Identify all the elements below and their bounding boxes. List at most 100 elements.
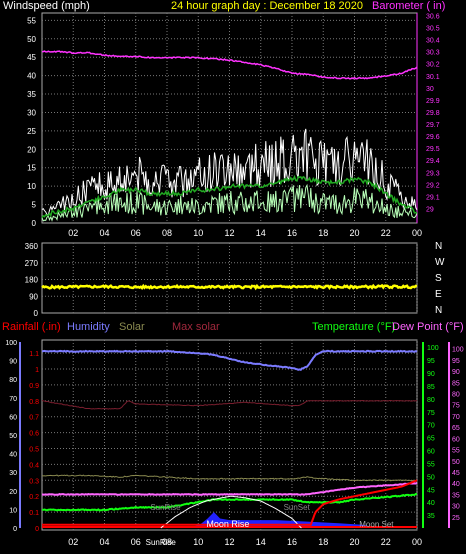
wind-average-line — [41, 183, 418, 222]
temperature-y-tick-label: 90 — [427, 371, 435, 378]
compass-letter: E — [435, 289, 442, 300]
sun-elevation-line — [160, 495, 302, 529]
direction-y-tick-label: 360 — [25, 242, 39, 251]
baro-y-tick-label: 30.1 — [426, 74, 440, 81]
dew-point-y-tick-label: 95 — [452, 358, 460, 365]
dew-point-y-tick-label: 100 — [452, 347, 464, 354]
rain-y-tick-label: 0.4 — [29, 462, 39, 469]
temp-humidity-chart: 0 0.1 0.2 0.3 0.4 0.5 0.6 0.7 0.8 0.9 1 1.1 0 10 20 30 4… — [5, 339, 464, 547]
baro-y-tick-label: 29.3 — [426, 170, 440, 177]
temperature-y-tick-label: 75 — [427, 410, 435, 417]
baro-y-tick-label: 29.2 — [426, 182, 440, 189]
dew-point-y-tick-label: 55 — [452, 448, 460, 455]
rainfall-line — [42, 479, 418, 526]
baro-y-tick-label: 30.5 — [426, 25, 440, 32]
wind-y-tick-label: 10 — [27, 182, 36, 191]
temp-x-tick-labels: 02 04 06 08 10 12 14 16 18 20 22 00 — [68, 537, 422, 547]
direction-y-tick-label: 90 — [29, 292, 38, 301]
wind-y-tick-label: 25 — [27, 127, 36, 136]
temperature-y-tick-label: 60 — [427, 449, 435, 456]
baro-y-tick-label: 29.7 — [426, 122, 440, 129]
wind-y-tick-label: 50 — [27, 35, 36, 44]
wind-y-tick-label: 20 — [27, 145, 36, 154]
baro-y-tick-label: 29.9 — [426, 98, 440, 105]
temperature-y-tick-label: 40 — [427, 500, 435, 507]
humidity-y-tick-label: 70 — [9, 396, 17, 403]
baro-y-tick-label: 30.2 — [426, 62, 440, 69]
temp-x-tick-label: 06 — [131, 537, 141, 547]
wind-y-tick-label: 15 — [27, 164, 36, 173]
direction-y-tick-label: 180 — [25, 276, 39, 285]
temp-x-tick-label: 12 — [224, 537, 234, 547]
wind-gust-line — [41, 128, 418, 216]
temperature-line — [41, 492, 418, 512]
barometer-line — [41, 50, 418, 80]
dew-point-y-tick-label: 80 — [452, 392, 460, 399]
rain-y-tick-label: 0.5 — [29, 447, 39, 454]
baro-y-tick-label: 30.4 — [426, 38, 440, 45]
barometer-label: Barometer ( in) — [372, 0, 445, 12]
baro-y-tick-label: 29.4 — [426, 158, 440, 165]
rain-y-tick-label: 0.6 — [29, 431, 39, 438]
humidity-y-tick-label: 60 — [9, 414, 17, 421]
temp-chart-frame — [41, 339, 418, 531]
baro-y-tick-label: 29.1 — [426, 194, 440, 201]
dew-point-y-tick-label: 40 — [452, 481, 460, 488]
dew-point-y-tick-label: 35 — [452, 492, 460, 499]
wind-x-tick-label: 02 — [68, 228, 78, 238]
dew-point-y-tick-label: 30 — [452, 504, 460, 511]
humidity-y-tick-label: 80 — [9, 377, 17, 384]
wind-x-tick-labels: 02 04 06 08 10 12 14 16 18 20 22 00 — [68, 228, 422, 238]
rain-y-tick-label: 0.8 — [29, 399, 39, 406]
humidity-y-tick-label: 40 — [9, 452, 17, 459]
wind-x-tick-label: 22 — [381, 228, 391, 238]
humidity-y-tick-label: 100 — [5, 340, 17, 347]
temperature-y-tick-label: 50 — [427, 474, 435, 481]
baro-y-tick-label: 29.6 — [426, 134, 440, 141]
baro-y-tick-label: 30.6 — [426, 13, 440, 20]
rain-y-tick-label: 0.1 — [29, 510, 39, 517]
wind-baro-chart: 02 04 06 08 10 12 14 16 18 20 22 00 0 5 10 15 20 25 30 35 4… — [27, 12, 440, 238]
sunrise-marker-lower: SunRise — [146, 538, 177, 547]
rain-y-tick-label: 1.1 — [29, 351, 39, 358]
wind-x-tick-label: 08 — [162, 228, 172, 238]
temperature-y-tick-label: 100 — [427, 345, 439, 352]
dew-point-y-tick-label: 85 — [452, 380, 460, 387]
temp-chart-axes: 0 0.1 0.2 0.3 0.4 0.5 0.6 0.7 0.8 0.9 1 1.1 0 10 20 30 4… — [5, 340, 463, 533]
moonrise-marker: Moon Rise — [206, 519, 249, 529]
temperature-y-tick-label: 35 — [427, 513, 435, 520]
solar-label: Solar — [119, 321, 145, 333]
max-solar-line — [41, 399, 417, 410]
wind-x-tick-label: 16 — [287, 228, 297, 238]
direction-series — [41, 283, 418, 291]
temperature-y-tick-label: 45 — [427, 487, 435, 494]
temperature-y-tick-label: 95 — [427, 358, 435, 365]
rain-y-tick-label: 0.2 — [29, 494, 39, 501]
dew-point-line — [41, 482, 418, 496]
wind-baro-series — [41, 50, 418, 222]
dew-point-y-tick-label: 50 — [452, 459, 460, 466]
wind-chart-grid — [42, 13, 418, 223]
wind-y-tick-label: 5 — [32, 201, 37, 210]
temperature-y-tick-label: 80 — [427, 397, 435, 404]
humidity-y-tick-label: 10 — [9, 507, 17, 514]
temp-chart-series — [41, 349, 418, 529]
wind-y-tick-label: 30 — [27, 108, 36, 117]
wind-y-tick-label: 0 — [32, 219, 37, 228]
direction-chart-frame — [41, 242, 418, 314]
humidity-label: Humidity — [67, 321, 110, 333]
dew-point-y-tick-label: 70 — [452, 414, 460, 421]
dew-point-y-tick-label: 90 — [452, 369, 460, 376]
wind-x-tick-label: 12 — [224, 228, 234, 238]
dew-point-y-tick-label: 75 — [452, 403, 460, 410]
compass-letter: W — [435, 257, 445, 268]
dew-point-label: Dew Point (°F) — [392, 321, 464, 333]
temp-x-tick-label: 16 — [287, 537, 297, 547]
wind-x-tick-label: 20 — [349, 228, 359, 238]
dew-point-y-tick-label: 25 — [452, 515, 460, 522]
windspeed-label: Windspeed (mph) — [3, 0, 90, 12]
temp-x-tick-label: 14 — [256, 537, 266, 547]
compass-letter: N — [435, 241, 442, 252]
